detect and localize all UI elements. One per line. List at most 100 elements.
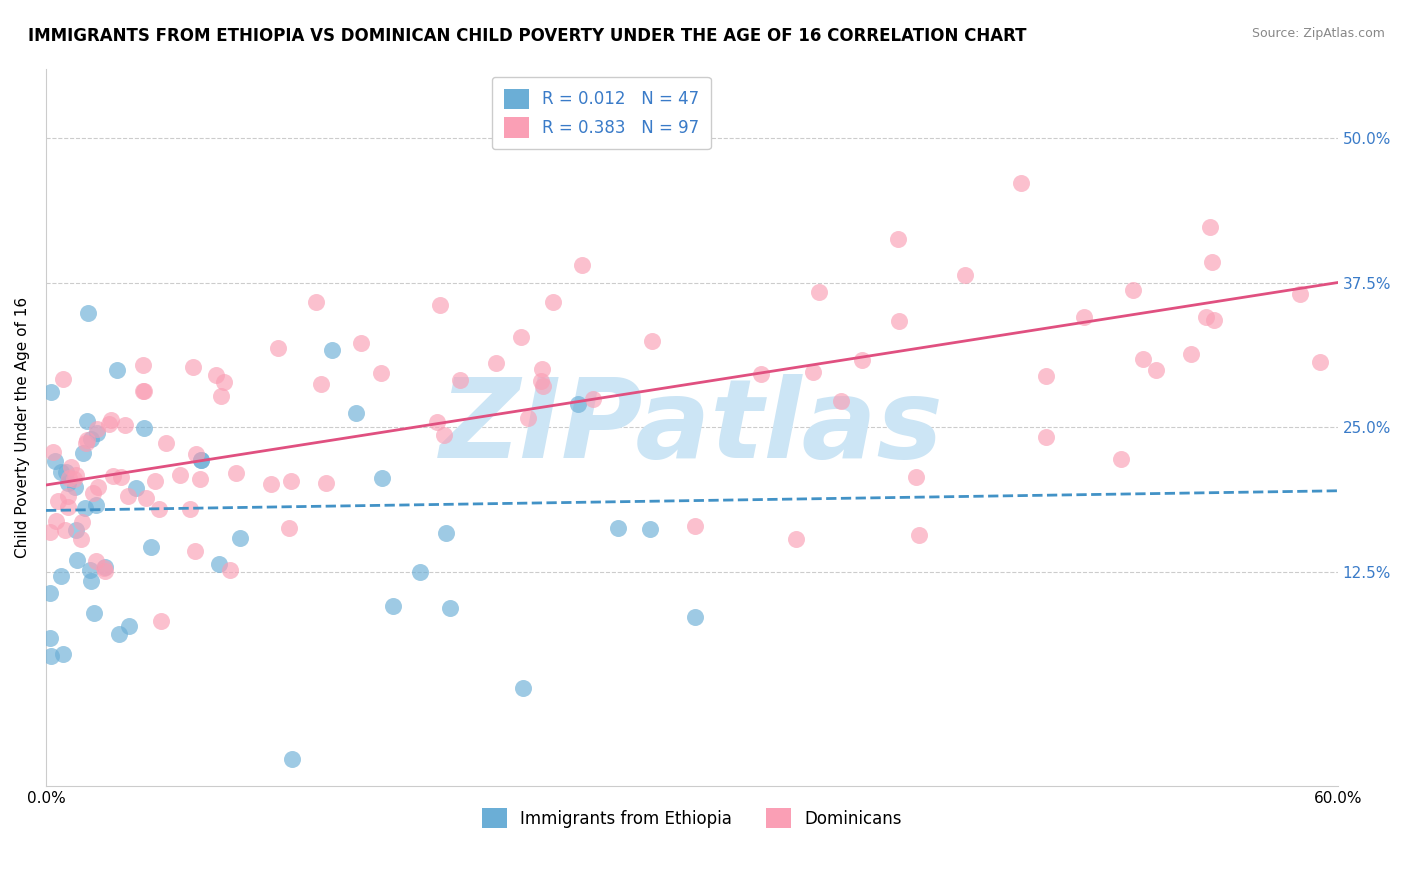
Point [132, 384, 155, 398]
Point [84, 554, 107, 568]
Point [132, 421, 155, 435]
Point [429, 298, 451, 312]
Point [117, 489, 139, 503]
Point [139, 540, 162, 554]
Text: Source: ZipAtlas.com: Source: ZipAtlas.com [1251, 27, 1385, 40]
Point [1035, 368, 1057, 383]
Point [84, 498, 107, 512]
Point [607, 521, 630, 535]
Point [49, 568, 72, 582]
Point [59, 459, 82, 474]
Point [72, 445, 94, 459]
Point [45, 514, 67, 528]
Point [567, 397, 589, 411]
Point [512, 681, 534, 695]
Point [169, 467, 191, 482]
Point [530, 374, 553, 388]
Point [1309, 355, 1331, 369]
Point [73, 500, 96, 515]
Point [108, 627, 131, 641]
Point [58, 471, 80, 485]
Point [683, 610, 706, 624]
Text: IMMIGRANTS FROM ETHIOPIA VS DOMINICAN CHILD POVERTY UNDER THE AGE OF 16 CORRELAT: IMMIGRANTS FROM ETHIOPIA VS DOMINICAN CH… [28, 27, 1026, 45]
Point [803, 365, 825, 379]
Point [281, 752, 304, 766]
Point [953, 268, 976, 282]
Point [77, 306, 100, 320]
Point [208, 558, 231, 572]
Point [409, 566, 432, 580]
Point [155, 436, 177, 450]
Point [56, 500, 79, 515]
Point [370, 471, 392, 485]
Point [531, 379, 554, 393]
Point [641, 334, 664, 348]
Point [39, 632, 62, 646]
Point [44, 454, 66, 468]
Point [851, 352, 873, 367]
Point [101, 469, 124, 483]
Point [86, 425, 108, 440]
Point [110, 470, 132, 484]
Point [86, 422, 108, 436]
Point [72, 515, 94, 529]
Point [56, 475, 79, 490]
Point [749, 367, 772, 381]
Point [1202, 313, 1225, 327]
Point [315, 475, 337, 490]
Point [98, 417, 121, 432]
Point [75, 436, 97, 450]
Point [39, 524, 62, 539]
Point [76, 414, 98, 428]
Point [80, 574, 103, 589]
Point [1035, 430, 1057, 444]
Point [190, 453, 212, 467]
Point [541, 294, 564, 309]
Point [1010, 177, 1032, 191]
Point [83, 607, 105, 621]
Point [571, 258, 593, 272]
Point [433, 427, 456, 442]
Point [143, 475, 166, 489]
Point [278, 520, 301, 534]
Point [82, 486, 104, 500]
Point [321, 343, 343, 357]
Point [184, 447, 207, 461]
Point [51, 465, 73, 479]
Point [1201, 255, 1223, 269]
Point [118, 619, 141, 633]
Point [58, 490, 80, 504]
Point [55, 465, 77, 479]
Point [190, 453, 212, 467]
Point [66, 553, 89, 567]
Point [105, 363, 128, 377]
Point [52, 647, 75, 661]
Point [905, 470, 928, 484]
Point [485, 356, 508, 370]
Point [439, 601, 461, 615]
Point [209, 389, 232, 403]
Point [449, 373, 471, 387]
Point [76, 433, 98, 447]
Point [1180, 347, 1202, 361]
Point [381, 599, 404, 614]
Point [1122, 283, 1144, 297]
Point [39, 586, 62, 600]
Point [218, 563, 240, 577]
Point [79, 563, 101, 577]
Point [1132, 352, 1154, 367]
Point [69, 533, 91, 547]
Point [224, 466, 246, 480]
Point [638, 522, 661, 536]
Point [1144, 362, 1167, 376]
Point [582, 392, 605, 406]
Point [80, 432, 103, 446]
Point [280, 474, 302, 488]
Point [39, 649, 62, 664]
Point [132, 359, 155, 373]
Point [124, 481, 146, 495]
Point [63, 472, 86, 486]
Point [785, 533, 807, 547]
Point [305, 294, 328, 309]
Point [311, 376, 333, 391]
